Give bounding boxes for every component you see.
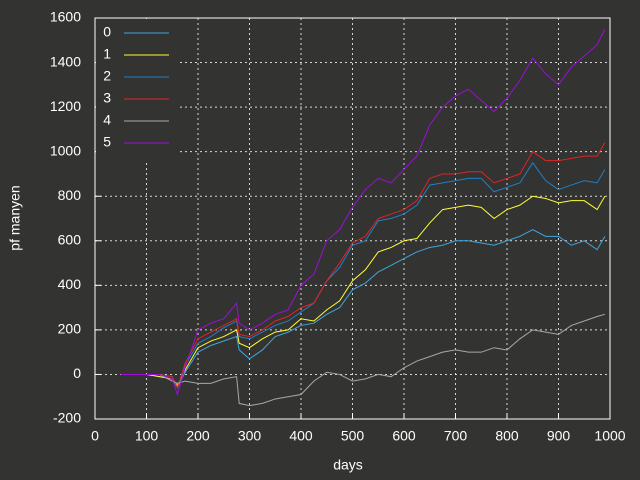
x-tick-label: 200 [186, 428, 210, 444]
series-line [120, 142, 606, 390]
series-line [120, 28, 606, 397]
y-axis-label: pf manyen [7, 185, 23, 250]
legend-background [96, 19, 180, 161]
series-line [120, 195, 606, 387]
x-tick-label: 1000 [594, 428, 625, 444]
series-line [120, 229, 606, 389]
x-tick-label: 400 [289, 428, 313, 444]
y-tick-label: 1000 [50, 142, 81, 158]
legend-label: 2 [103, 68, 111, 84]
x-tick-label: 700 [444, 428, 468, 444]
y-tick-label: 1600 [50, 9, 81, 25]
x-tick-label: 0 [91, 428, 99, 444]
legend-label: 4 [103, 112, 111, 128]
y-tick-label: -200 [53, 410, 81, 426]
x-tick-label: 600 [392, 428, 416, 444]
x-axis-label: days [333, 457, 363, 473]
x-tick-label: 100 [135, 428, 159, 444]
y-tick-label: 1400 [50, 53, 81, 69]
plot-border [94, 17, 611, 420]
legend-label: 1 [103, 46, 111, 62]
series-line [120, 161, 606, 390]
y-tick-label: 800 [58, 187, 82, 203]
legend-label: 5 [103, 134, 111, 150]
legend-label: 3 [103, 90, 111, 106]
x-tick-label: 300 [238, 428, 262, 444]
x-tick-label: 800 [495, 428, 519, 444]
x-tick-label: 500 [341, 428, 365, 444]
legend-label: 0 [103, 24, 111, 40]
series-line [120, 313, 605, 407]
x-tick-label: 900 [547, 428, 571, 444]
y-tick-label: 600 [58, 231, 82, 247]
y-tick-label: 0 [73, 365, 81, 381]
y-tick-label: 1200 [50, 98, 81, 114]
y-tick-label: 400 [58, 276, 82, 292]
y-tick-label: 200 [58, 321, 82, 337]
